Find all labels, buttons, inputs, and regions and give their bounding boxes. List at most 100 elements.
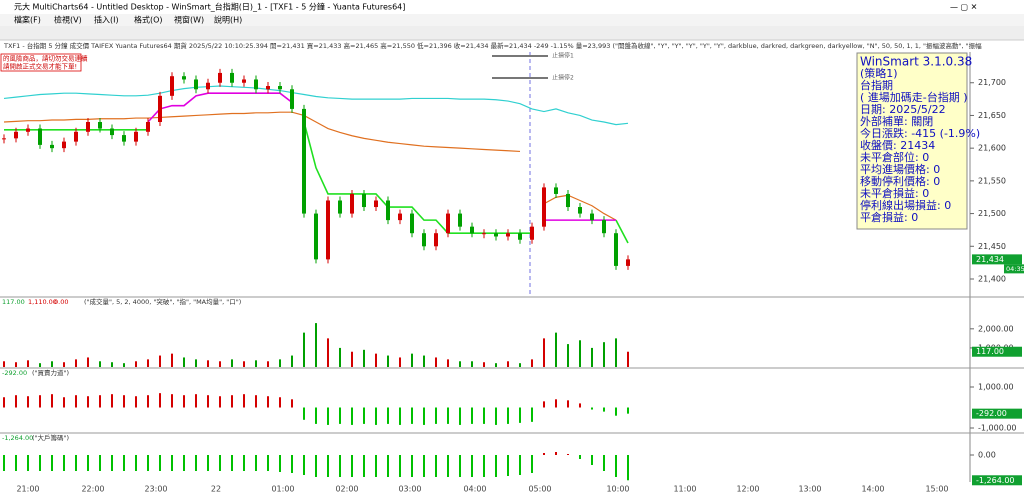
candle [2, 138, 6, 140]
bar [231, 395, 233, 408]
bar [351, 351, 353, 367]
bar [219, 361, 221, 367]
time-label: 22:00 [81, 485, 104, 494]
candle [290, 89, 294, 109]
bar [447, 359, 449, 367]
bar [471, 455, 473, 477]
bar [591, 407, 593, 410]
bar [591, 347, 593, 367]
toolbar [0, 26, 1024, 40]
bar [363, 407, 365, 424]
info-line: 平倉損益: 0 [860, 210, 918, 224]
candle [338, 200, 342, 214]
bar [135, 396, 137, 408]
bar [435, 455, 437, 477]
candle [518, 233, 522, 240]
warning-text: 請開啟正式交易才能下單! [3, 62, 77, 71]
candle [458, 213, 462, 227]
bar [63, 397, 65, 408]
bar [519, 455, 521, 475]
time-label: 02:00 [335, 485, 358, 494]
time-label: 03:00 [398, 485, 421, 494]
bar [195, 455, 197, 471]
bar [615, 407, 617, 416]
bar [171, 394, 173, 408]
menu-item[interactable]: 插入(I) [94, 15, 119, 25]
last-value-tag [972, 254, 1022, 265]
menu-item[interactable]: 檔案(F) [14, 15, 41, 25]
bar [495, 455, 497, 477]
bar [75, 455, 77, 471]
panel-header-params: ("成交量", 5, 2, 4000, "突破", "指", "MA均量", "… [84, 297, 241, 306]
time-label: 14:00 [861, 485, 884, 494]
bar [519, 363, 521, 367]
bar [315, 323, 317, 367]
candle [542, 187, 546, 227]
bar [411, 407, 413, 424]
info-line: 外部補單: 關閉 [860, 114, 933, 128]
bar [231, 455, 233, 471]
panel-header-value: -292.00 [2, 369, 27, 377]
bar [399, 357, 401, 367]
menu-item[interactable]: 視窗(W) [174, 15, 204, 25]
y-tick-label: 21,700 [978, 78, 1006, 87]
bar [483, 407, 485, 424]
bar [627, 455, 629, 481]
bar [303, 407, 305, 420]
candle [482, 233, 486, 235]
bar [303, 332, 305, 367]
last-value-label: 117.00 [976, 347, 1004, 356]
bar [411, 455, 413, 477]
bar [51, 361, 53, 367]
bar [135, 455, 137, 471]
info-line: 停利線出場損益: 0 [860, 198, 951, 212]
info-line: ( 進場加碼走-台指期 ) [860, 90, 968, 104]
candle [470, 226, 474, 234]
bar [243, 361, 245, 367]
menu-item[interactable]: 檢視(V) [54, 15, 82, 25]
menu-item[interactable]: 說明(H) [214, 15, 242, 25]
time-label: 13:00 [798, 485, 821, 494]
bar [447, 407, 449, 424]
bar [531, 359, 533, 367]
time-label: 05:00 [528, 485, 551, 494]
bar [279, 455, 281, 472]
candle [506, 233, 510, 237]
bar [267, 396, 269, 408]
candle [194, 79, 198, 90]
candle [578, 207, 582, 214]
bar [615, 338, 617, 367]
bar [435, 407, 437, 424]
bar [579, 455, 581, 459]
indicator-line [3, 85, 629, 126]
candle [350, 193, 354, 214]
bar [39, 455, 41, 471]
candle [254, 79, 258, 90]
candle [554, 187, 558, 194]
bar [375, 407, 377, 425]
bar [363, 455, 365, 477]
time-label: 01:00 [271, 485, 294, 494]
candle [422, 233, 426, 247]
bar [339, 407, 341, 424]
time-label: 10:00 [606, 485, 629, 494]
bar [615, 455, 617, 477]
menu-item[interactable]: 格式(O) [134, 15, 163, 25]
bar [531, 455, 533, 473]
candle [26, 128, 30, 132]
bar [123, 395, 125, 408]
candle [446, 213, 450, 234]
bar [339, 347, 341, 367]
bar [459, 455, 461, 477]
last-value-label: 21,434 [976, 255, 1004, 264]
bar [471, 407, 473, 424]
bar [183, 455, 185, 471]
bar [147, 359, 149, 367]
window-controls[interactable]: — ▢ ✕ [950, 3, 977, 12]
bar [567, 400, 569, 408]
candle [110, 128, 114, 136]
candle [182, 76, 186, 80]
time-axis [0, 482, 1024, 494]
bar [99, 361, 101, 367]
time-label: 22 [211, 485, 221, 494]
